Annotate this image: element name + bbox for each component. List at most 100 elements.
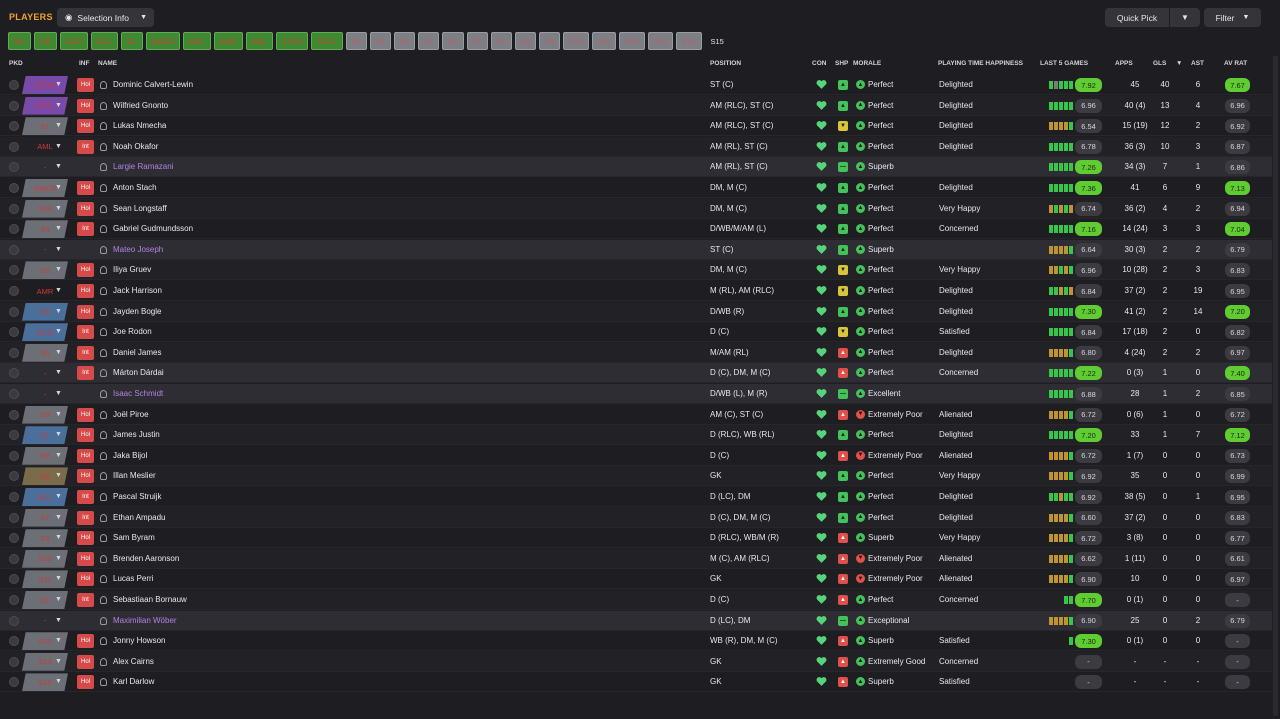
position-slot-s15[interactable]: S15 [704,32,730,50]
col-playing-time-happiness[interactable]: PLAYING TIME HAPPINESS [938,60,1023,67]
picked-position-select[interactable]: DCR [22,323,68,342]
pick-toggle[interactable] [9,533,19,544]
pick-toggle[interactable] [9,409,19,420]
pick-toggle[interactable] [9,100,19,111]
pick-toggle[interactable] [9,162,19,173]
picked-position-select[interactable]: S15 [22,673,68,692]
info-badge[interactable]: Hol [77,448,94,463]
scrollbar[interactable] [1273,56,1278,716]
player-name[interactable]: Sam Byram [113,533,155,543]
player-row[interactable]: S12 ▼ Hol Jonny Howson WB (R), DM, M (C) ▲ ▲ Su… [0,631,1272,652]
player-row[interactable]: AML ▼ Int Noah Okafor AM (RL), ST (C) ▲ ▲ Perfe… [0,136,1272,157]
player-row[interactable]: S2 ▼ Int Sebastiaan Bornauw D (C) ▲ ▲ Perfect Co… [0,590,1272,610]
pick-toggle[interactable] [9,306,19,317]
player-row[interactable]: - ▼ Maximilian Wöber D (LC), DM — ▲ Exceptiona… [0,610,1272,631]
pick-toggle[interactable] [9,656,19,667]
player-row[interactable]: - ▼ Mateo Joseph ST (C) ▲ ▲ Superb 6.64 30 (3) 2 2… [0,239,1272,260]
position-slot-s9[interactable]: S9 [539,32,561,50]
position-slot-dl[interactable]: DL [120,32,143,50]
picked-position-select[interactable]: - [43,616,47,626]
player-row[interactable]: - ▼ Isaac Schmidt D/WB (L), M (R) — ▲ Excellen… [0,384,1272,404]
position-slot-stcr[interactable]: STCR [275,32,309,50]
col-name[interactable]: NAME [98,60,118,67]
player-name[interactable]: Lukas Nmecha [113,121,167,131]
player-name[interactable]: Jaka Bijol [113,450,148,460]
pick-toggle[interactable] [9,677,19,688]
col-gls[interactable]: GLS [1153,60,1167,67]
player-row[interactable]: S3 ▼ Hol Sam Byram D (RLC), WB/M (R) ▲ ▲ Superb… [0,528,1272,549]
player-row[interactable]: S5 ▼ Hol Iliya Gruev DM, M (C) ▼ ▲ Perfect Very … [0,260,1272,281]
player-row[interactable]: - ▼ Largie Ramazani AM (RL), ST (C) — ▲ Superb… [0,157,1272,178]
picked-position-select[interactable]: S11 [22,570,68,589]
position-slot-gk[interactable]: GK [8,32,31,50]
player-name[interactable]: Jonny Howson [113,636,166,646]
pick-toggle[interactable] [9,471,19,482]
player-row[interactable]: S11 ▼ Hol Lucas Perri GK ▲ ▼ Extremely Poor Alie… [0,569,1272,590]
player-row[interactable]: S10 ▼ Hol Brenden Aaronson M (C), AM (RLC) ▲ ▼… [0,548,1272,569]
col-pkd[interactable]: PKD [9,60,23,67]
player-name[interactable]: Márton Dárdai [113,368,164,378]
position-slot-s6[interactable]: S6 [466,32,488,50]
player-row[interactable]: S8 ▼ Hol Jaka Bijol D (C) ▲ ▼ Extremely Poor Ali… [0,446,1272,466]
pick-toggle[interactable] [9,636,19,647]
player-name[interactable]: Brenden Aaronson [113,553,180,563]
picked-position-select[interactable]: S6 [22,343,68,362]
player-name[interactable]: Lucas Perri [113,574,154,584]
pick-toggle[interactable] [9,574,19,585]
info-badge[interactable]: Hol [77,78,94,92]
pick-toggle[interactable] [9,203,19,214]
info-badge[interactable]: Hol [77,119,94,134]
picked-position-select[interactable]: AMR [36,286,54,296]
player-name[interactable]: Joël Piroe [113,409,149,419]
picked-position-select[interactable]: AML [37,142,53,152]
player-row[interactable]: S1 ▼ Hol Lukas Nmecha AM (RLC), ST (C) ▼ ▲ Perf… [0,116,1272,137]
position-slot-s2[interactable]: S2 [369,32,391,50]
col-last5[interactable]: LAST 5 GAMES [1040,60,1089,67]
player-name[interactable]: Noah Okafor [113,141,159,151]
info-badge[interactable]: Hol [77,304,94,319]
pick-toggle[interactable] [9,183,19,193]
pick-toggle[interactable] [9,615,19,626]
pick-toggle[interactable] [9,347,19,358]
info-badge[interactable]: Int [77,345,94,360]
col-con[interactable]: CON [812,60,827,67]
picked-position-select[interactable]: S10 [22,549,68,568]
picked-position-select[interactable]: DL [22,426,68,445]
selection-info-button[interactable]: ◉ Selection Info ▼ [57,8,154,27]
info-badge[interactable]: Hol [77,284,94,298]
position-slot-s8[interactable]: S8 [514,32,537,50]
info-badge[interactable]: Hol [77,531,94,546]
pick-toggle[interactable] [9,368,19,379]
pick-toggle[interactable] [9,244,19,255]
picked-position-select[interactable]: DR [22,302,68,321]
player-name[interactable]: Largie Ramazani [113,162,174,172]
info-badge[interactable]: Int [77,510,94,525]
position-slot-aml[interactable]: AML [245,32,273,50]
player-name[interactable]: Joe Rodon [113,327,152,337]
position-slot-s7[interactable]: S7 [490,32,512,50]
pick-toggle[interactable] [9,512,19,523]
position-slot-s1[interactable]: S1 [345,32,367,50]
player-row[interactable]: GK ▼ Hol Illan Meslier GK ▲ ▲ Perfect Very Happy… [0,466,1272,487]
player-row[interactable]: DCL ▼ Int Pascal Struijk D (LC), DM ▲ ▲ Perfect… [0,487,1272,507]
picked-position-select[interactable]: - [43,162,47,172]
player-row[interactable]: DMCR ▼ Hol Anton Stach DM, M (C) ▲ ▲ Perfect Del… [0,178,1272,198]
player-row[interactable]: - ▼ Int Márton Dárdai D (C), DM, M (C) ▲ ▲ Perf… [0,363,1272,384]
player-name[interactable]: James Justin [113,430,160,440]
position-slot-amr[interactable]: AMR [213,32,243,50]
player-name[interactable]: Illan Meslier [113,471,156,481]
player-row[interactable]: DL ▼ Hol James Justin D (RLC), WB (RL) ▲ ▲ Perf… [0,425,1272,446]
picked-position-select[interactable]: S12 [22,632,68,651]
info-badge[interactable]: Int [77,222,94,237]
player-name[interactable]: Wilfried Gnonto [113,100,169,110]
player-name[interactable]: Mateo Joseph [113,244,164,254]
position-slot-s10[interactable]: S10 [563,32,589,50]
player-row[interactable]: S4 ▼ Int Gabriel Gudmundsson D/WB/M/AM (L) ▲ ▲… [0,219,1272,240]
pick-toggle[interactable] [9,80,19,90]
info-badge[interactable]: Hol [77,572,94,587]
picked-position-select[interactable]: STCR [22,76,68,94]
col-inf[interactable]: INF [79,60,90,67]
player-row[interactable]: STCL ▼ Hol Wilfried Gnonto AM (RLC), ST (C) ▲… [0,95,1272,116]
col-apps[interactable]: APPS [1115,60,1133,67]
picked-position-select[interactable]: GK [22,467,68,486]
